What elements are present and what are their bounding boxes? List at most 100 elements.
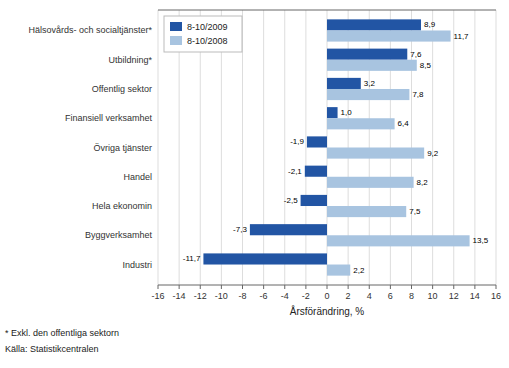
bar bbox=[327, 60, 417, 71]
bar bbox=[327, 265, 350, 276]
tick-label: -12 bbox=[194, 291, 207, 301]
data-label: -2,5 bbox=[284, 196, 298, 205]
tick-label: -2 bbox=[302, 291, 310, 301]
tick-mark bbox=[390, 285, 391, 289]
bar bbox=[327, 78, 361, 89]
tick-label: -10 bbox=[215, 291, 228, 301]
category-label: Hälsovårds- och socialtjänster* bbox=[28, 25, 152, 35]
tick-mark bbox=[242, 285, 243, 289]
data-label: 7,8 bbox=[412, 90, 424, 99]
tick-label: -16 bbox=[151, 291, 164, 301]
data-label: 1,0 bbox=[341, 108, 353, 117]
data-label: 8,9 bbox=[424, 20, 436, 29]
category-label: Handel bbox=[123, 172, 152, 182]
bar bbox=[250, 224, 327, 235]
tick-label: 6 bbox=[388, 291, 393, 301]
tick-label: 2 bbox=[346, 291, 351, 301]
data-label: 8,2 bbox=[417, 178, 429, 187]
tick-label: 4 bbox=[367, 291, 372, 301]
bar bbox=[327, 89, 409, 100]
bar bbox=[327, 19, 421, 30]
tick-mark bbox=[474, 285, 475, 289]
bar bbox=[327, 118, 395, 129]
tick-mark bbox=[305, 285, 306, 289]
data-label: 13,5 bbox=[473, 236, 489, 245]
tick-mark bbox=[263, 285, 264, 289]
tick-mark bbox=[348, 285, 349, 289]
legend-frame bbox=[164, 16, 242, 52]
tick-label: 14 bbox=[470, 291, 480, 301]
data-label: 2,2 bbox=[353, 266, 365, 275]
data-label: 7,6 bbox=[410, 50, 422, 59]
bar bbox=[327, 49, 407, 60]
tick-mark bbox=[327, 285, 328, 289]
bars bbox=[203, 19, 469, 275]
category-label: Hela ekonomin bbox=[92, 201, 152, 211]
data-label: 6,4 bbox=[398, 119, 410, 128]
tick-label: 10 bbox=[428, 291, 438, 301]
tick-mark bbox=[158, 285, 159, 289]
category-label: Övriga tjänster bbox=[93, 143, 152, 153]
tick-label: -4 bbox=[281, 291, 289, 301]
bar bbox=[301, 195, 327, 206]
tick-mark bbox=[221, 285, 222, 289]
bar bbox=[327, 206, 406, 217]
data-label: 8,5 bbox=[420, 61, 432, 70]
tick-mark bbox=[369, 285, 370, 289]
tick-mark bbox=[453, 285, 454, 289]
data-label: 11,7 bbox=[454, 32, 470, 41]
footnote: Källa: Statistikcentralen bbox=[5, 344, 99, 354]
grid bbox=[158, 10, 496, 285]
background bbox=[0, 0, 509, 368]
tick-mark bbox=[284, 285, 285, 289]
tick-mark bbox=[411, 285, 412, 289]
tick-mark bbox=[179, 285, 180, 289]
y-tick-labels: Industri Byggverksamhet Hela ekonomin Hande… bbox=[28, 25, 152, 269]
grid-line bbox=[284, 10, 285, 285]
tick-label: -14 bbox=[173, 291, 186, 301]
bar bbox=[327, 148, 424, 159]
tick-mark bbox=[200, 285, 201, 289]
category-label: Byggverksamhet bbox=[85, 230, 153, 240]
top-frame-line bbox=[158, 10, 496, 11]
chart: -16 -14 -12 -10 -8 -6 -4 -2 0 2 4 6 8 10 12 14 16 -11,7 -7… bbox=[0, 0, 509, 368]
category-label: Offentlig sektor bbox=[92, 84, 152, 94]
grid-line bbox=[496, 10, 497, 285]
tick-label: -8 bbox=[238, 291, 246, 301]
bar bbox=[327, 107, 338, 118]
grid-line bbox=[305, 10, 306, 285]
bar bbox=[203, 253, 327, 264]
grid-line bbox=[158, 10, 159, 285]
tick-label: -6 bbox=[260, 291, 268, 301]
tick-label: 8 bbox=[409, 291, 414, 301]
data-label: 9,2 bbox=[427, 149, 439, 158]
legend-swatch bbox=[170, 36, 182, 45]
bar bbox=[327, 30, 451, 41]
legend-label: 8-10/2008 bbox=[187, 36, 228, 46]
tick-mark bbox=[496, 285, 497, 289]
bar bbox=[327, 235, 470, 246]
x-axis-line bbox=[158, 285, 496, 286]
grid-line bbox=[263, 10, 264, 285]
legend-label: 8-10/2009 bbox=[187, 22, 228, 32]
bar bbox=[307, 136, 327, 147]
data-labels: -11,7-7,3-2,5-2,1-1,91,03,27,68,92,213,5… bbox=[183, 20, 489, 274]
legend: 8-10/2009 8-10/2008 bbox=[164, 16, 242, 52]
data-label: -7,3 bbox=[233, 225, 247, 234]
category-label: Industri bbox=[122, 260, 152, 270]
tick-label: 16 bbox=[491, 291, 501, 301]
tick-label: 12 bbox=[449, 291, 459, 301]
data-label: -1,9 bbox=[290, 137, 304, 146]
data-label: -11,7 bbox=[183, 254, 201, 263]
tick-mark bbox=[432, 285, 433, 289]
category-label: Finansiell verksamhet bbox=[65, 113, 153, 123]
tick-label: 0 bbox=[324, 291, 329, 301]
legend-swatch bbox=[170, 22, 182, 31]
bar bbox=[305, 166, 327, 177]
bar bbox=[327, 177, 414, 188]
data-label: 7,5 bbox=[409, 207, 421, 216]
x-ticks: -16 -14 -12 -10 -8 -6 -4 -2 0 2 4 6 8 10 12 14 16 bbox=[151, 285, 501, 301]
x-axis-label: Årsförändring, % bbox=[290, 305, 365, 317]
category-label: Utbildning* bbox=[108, 55, 152, 65]
data-label: 3,2 bbox=[364, 79, 376, 88]
